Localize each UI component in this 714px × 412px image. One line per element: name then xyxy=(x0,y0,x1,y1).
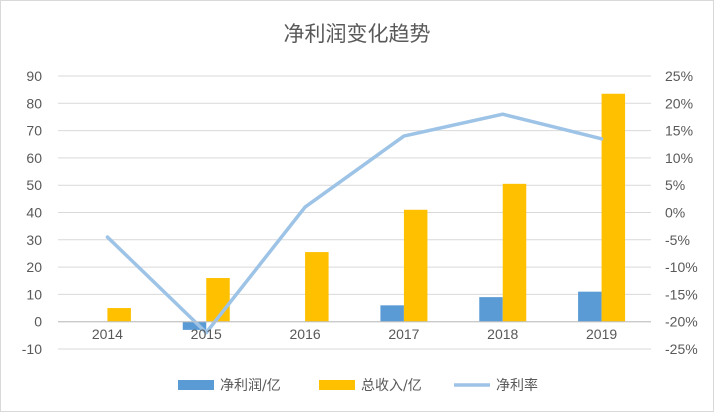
y-left-tick-label: -10 xyxy=(22,341,42,357)
bar-revenue xyxy=(403,209,428,322)
legend-swatch xyxy=(319,380,355,390)
y-left-tick-label: 0 xyxy=(34,314,42,330)
y-right-tick-label: 25% xyxy=(665,68,693,84)
y-right-tick-label: -10% xyxy=(665,259,698,275)
x-tick-label: 2015 xyxy=(191,326,222,342)
y-left-tick-label: 60 xyxy=(26,150,42,166)
y-right-tick-label: 0% xyxy=(665,205,685,221)
x-tick-label: 2019 xyxy=(586,326,617,342)
grid-layer xyxy=(58,75,651,350)
y-left-tick-label: 30 xyxy=(26,232,42,248)
legend-label: 总收入/亿 xyxy=(361,378,422,394)
y-left-tick-label: 20 xyxy=(26,259,42,275)
y-right-tick-label: -25% xyxy=(665,341,698,357)
bar-net-profit xyxy=(479,297,503,322)
y-right-tick-label: -20% xyxy=(665,314,698,330)
bar-net-profit xyxy=(380,305,404,322)
y-left-tick-label: 80 xyxy=(26,95,42,111)
bar-layer xyxy=(107,93,626,330)
y-left-tick-label: 40 xyxy=(26,205,42,221)
y-left-tick-label: 10 xyxy=(26,286,42,302)
legend-label: 净利润/亿 xyxy=(220,378,281,394)
y-right-tick-label: -5% xyxy=(665,232,690,248)
legend-label: 净利率 xyxy=(496,377,538,394)
x-tick-label: 2016 xyxy=(290,326,321,342)
y-left-tick-label: 90 xyxy=(26,68,42,84)
line-layer xyxy=(105,112,604,335)
x-tick-label: 2018 xyxy=(487,326,518,342)
y-left-tick-label: 70 xyxy=(26,123,42,139)
bar-revenue xyxy=(601,93,626,322)
y-right-tick-label: 10% xyxy=(665,150,693,166)
bar-net-profit xyxy=(578,291,602,322)
line-net-margin xyxy=(105,112,604,335)
axis-layer: -10 0 10 20 30 40 50 60 70 80 90 -25% -20% -15% -10% -5… xyxy=(22,68,698,357)
legend: 净利润/亿 总收入/亿 净利率 xyxy=(178,377,538,394)
x-tick-label: 2014 xyxy=(92,326,123,342)
bar-revenue xyxy=(107,308,131,322)
x-tick-label: 2017 xyxy=(388,326,419,342)
bar-revenue xyxy=(502,183,527,322)
bar-net-profit xyxy=(182,321,207,330)
y-left-tick-label: 50 xyxy=(26,177,42,193)
chart-title: 净利润变化趋势 xyxy=(284,22,431,46)
y-right-tick-label: 5% xyxy=(665,177,685,193)
y-right-tick-label: -15% xyxy=(665,286,698,302)
legend-swatch xyxy=(178,380,214,390)
y-right-tick-label: 15% xyxy=(665,123,693,139)
bar-revenue xyxy=(305,252,329,322)
y-right-tick-label: 20% xyxy=(665,95,693,111)
